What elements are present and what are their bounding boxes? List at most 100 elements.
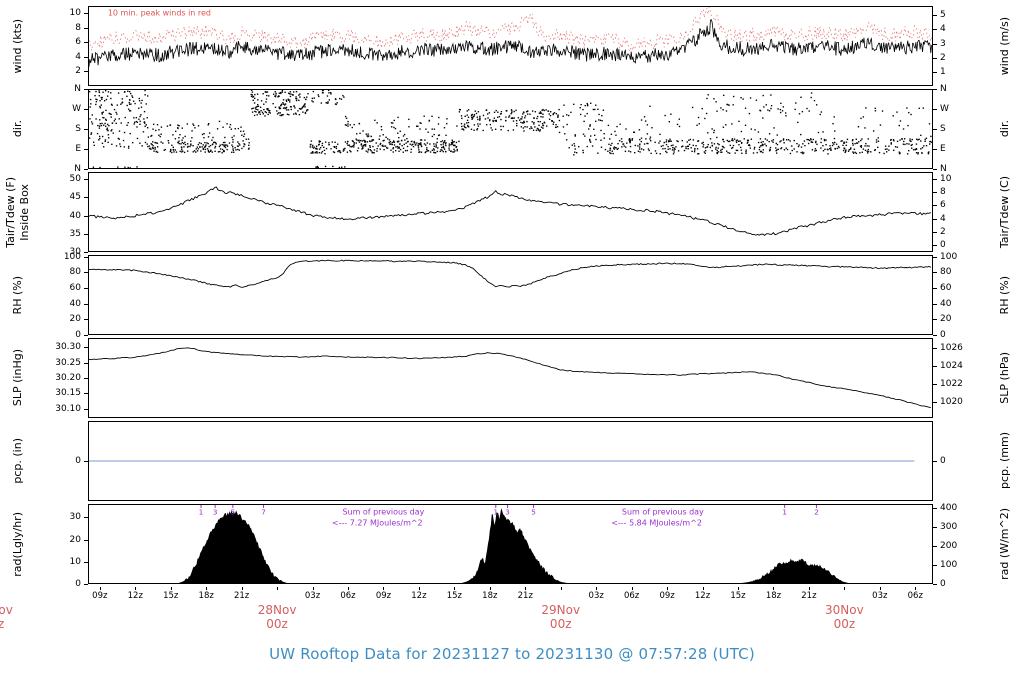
plot-wind: 10 min. peak winds in red <box>88 6 933 86</box>
x-tick-mark <box>525 587 527 590</box>
tick-mark <box>933 366 937 367</box>
x-tick-label: 03z <box>872 591 888 601</box>
tick-label: N <box>940 164 947 174</box>
x-tick-label: 03z <box>588 591 604 601</box>
purple-top-tick-label: 3 <box>213 508 218 517</box>
date-label-line1: 29Nov <box>541 603 581 617</box>
plot-svg-tair <box>89 186 931 236</box>
tick-mark <box>933 256 937 258</box>
tick-mark <box>933 57 937 59</box>
tick-label: 40 <box>940 298 952 309</box>
x-tick-label: 12z <box>411 591 427 601</box>
tick-mark <box>84 42 88 44</box>
x-tick-mark <box>135 587 137 590</box>
plot-pcp <box>88 421 933 501</box>
x-tick-label: 06z <box>907 591 923 601</box>
x-tick-label: 15z <box>446 591 462 601</box>
plot-rad: 1 3 5 7 1 3 5 1 2 Sum of previous day <--- 7.27 MJ… <box>88 504 933 584</box>
tick-mark <box>84 517 88 519</box>
x-tick-mark <box>808 587 810 590</box>
axis-ticks-right-rh: 100 80 60 40 20 0 <box>933 252 985 340</box>
tick-label: 10 <box>69 556 81 567</box>
tick-mark <box>933 244 937 246</box>
tick-label: 1026 <box>940 342 963 353</box>
tick-mark <box>84 584 88 585</box>
date-label: 29Nov 00z <box>541 603 580 632</box>
panel-wind: wind (kts) 2 4 6 8 10 10 min. peak winds in re… <box>0 6 1024 86</box>
tick-label: 80 <box>940 267 952 278</box>
tick-label: 100 <box>940 559 958 570</box>
tick-label: 20 <box>69 534 81 545</box>
x-tick-label: 06z <box>340 591 356 601</box>
tick-label: 50 <box>69 174 81 185</box>
x-tick-mark <box>489 587 491 590</box>
axis-label-text-2: Inside Box <box>17 183 31 241</box>
axis-ticks-left-rh: 100 80 60 40 20 0 <box>34 252 88 340</box>
plot-slp <box>88 338 933 418</box>
panel-rad: rad(Lgly/hr) 30 20 10 0 1 3 5 7 1 3 5 1 2 Sum of previ… <box>0 503 1024 589</box>
tick-mark <box>933 507 937 509</box>
tick-mark <box>933 109 937 110</box>
tick-label: 0 <box>75 579 81 589</box>
x-tick-mark <box>844 587 846 590</box>
plot-tair <box>88 172 933 252</box>
x-tick-label: 18z <box>765 591 782 601</box>
tick-mark <box>84 27 88 29</box>
purple-top-tick-label: 1 <box>493 508 498 517</box>
tick-label: 1024 <box>940 361 963 371</box>
tick-mark <box>84 256 88 258</box>
plot-svg-rh <box>89 259 932 288</box>
tick-mark <box>84 461 88 462</box>
axis-label-left-slp: SLP (inHg) <box>0 338 34 418</box>
tick-label: 2 <box>940 52 946 63</box>
axis-label-right-slp: SLP (hPa) <box>985 338 1024 418</box>
x-tick-label: 18z <box>482 591 498 601</box>
tick-mark <box>933 179 937 181</box>
tick-mark <box>84 303 88 305</box>
axis-ticks-left-pcp: 0 <box>34 421 88 501</box>
tick-label: 30.10 <box>55 403 81 414</box>
axis-label-text: rad (W/m^2) <box>998 508 1011 580</box>
tick-label: 40 <box>69 210 81 221</box>
tick-mark <box>84 197 88 199</box>
tick-mark <box>84 393 88 395</box>
tick-mark <box>84 319 88 321</box>
x-tick-label: 21z <box>801 591 817 601</box>
axis-ticks-left-rad: 30 20 10 0 <box>34 504 88 589</box>
panel-rh: RH (%) 100 80 60 40 20 0 100 80 60 40 20 0 RH (%) <box>0 252 1024 340</box>
purple-top-tick-label: 2 <box>814 508 819 517</box>
purple-top-tick-label: 1 <box>199 508 204 517</box>
tick-mark <box>933 461 937 462</box>
panel-tair: Tair/Tdew (F) Inside Box 50 45 40 35 30 10 8 6 4 2 0… <box>0 172 1024 257</box>
axis-label-text: wind (m/s) <box>998 16 1011 76</box>
axis-label-right-rad: rad (W/m^2) <box>985 504 1024 584</box>
tick-label: E <box>940 144 946 154</box>
axis-label-text: SLP (inHg) <box>10 349 24 407</box>
tick-label: 2 <box>940 226 946 237</box>
tick-label: S <box>940 124 946 134</box>
plot-svg-wind: 10 min. peak winds in red <box>89 7 932 67</box>
tick-label: 3 <box>940 38 946 49</box>
axis-label-left-wind: wind (kts) <box>0 6 34 86</box>
x-tick-label: 18z <box>198 591 214 601</box>
tick-label: 2 <box>75 66 81 77</box>
tick-mark <box>84 233 88 235</box>
tick-mark <box>84 56 88 58</box>
panels: wind (kts) 2 4 6 8 10 10 min. peak winds in re… <box>0 6 1024 589</box>
tick-mark <box>84 169 88 170</box>
date-label: 28Nov 00z <box>258 603 297 632</box>
tick-mark <box>84 287 88 289</box>
date-row: 27Nov00z28Nov00z29Nov00z30Nov00z <box>0 603 1024 633</box>
date-labels: 27Nov00z28Nov00z29Nov00z30Nov00z <box>0 603 933 633</box>
tick-label: 30.30 <box>55 342 81 353</box>
plot-svg-dir <box>89 90 932 168</box>
tick-mark <box>933 192 937 194</box>
x-tick-mark <box>241 587 243 590</box>
date-label-line2: 00z <box>266 617 288 632</box>
x-tick-mark <box>277 587 279 590</box>
tick-label: 35 <box>69 228 81 239</box>
x-tick-label: 03z <box>304 591 321 601</box>
tick-label: W <box>72 104 81 114</box>
panel-slp: SLP (inHg) 30.30 30.25 30.20 30.15 30.10 1026 1… <box>0 338 1024 418</box>
